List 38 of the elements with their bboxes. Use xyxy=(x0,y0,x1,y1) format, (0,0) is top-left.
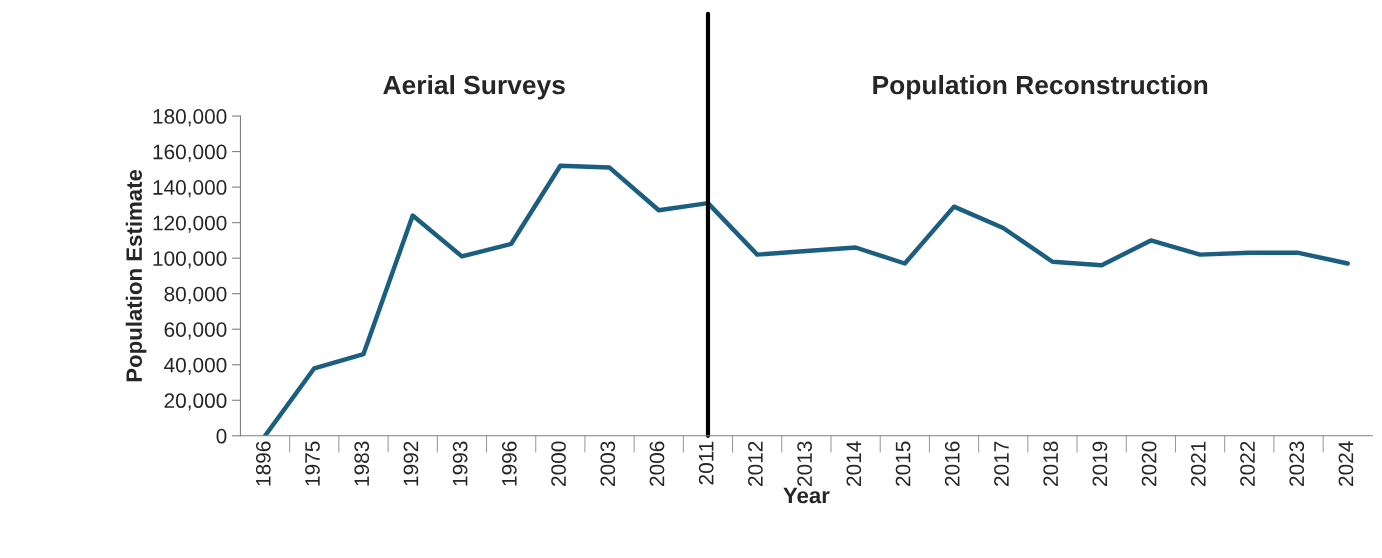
x-tick-label: 2015 xyxy=(895,441,911,486)
x-tick-label: 2023 xyxy=(1289,441,1305,486)
x-tick-label: 2013 xyxy=(797,441,812,486)
y-tick-label: 0 xyxy=(216,428,227,444)
x-tick-label: 2000 xyxy=(551,441,566,486)
y-tick-label: 160,000 xyxy=(153,144,227,162)
x-tick-label: 2012 xyxy=(748,441,763,486)
y-tick-label: 40,000 xyxy=(164,357,227,375)
x-tick-label: 1996 xyxy=(501,441,517,486)
line-series xyxy=(262,163,1350,436)
x-axis-title: Year xyxy=(783,487,830,504)
x-tick-label: 2003 xyxy=(600,441,616,486)
x-tick-label: 1992 xyxy=(403,441,419,486)
y-tick-label: 120,000 xyxy=(153,215,227,233)
y-tick-label: 80,000 xyxy=(164,286,227,304)
x-tick-label: 2017 xyxy=(994,441,1009,486)
x-tick-label: 2024 xyxy=(1338,441,1354,486)
text: Aerial Surveys xyxy=(383,74,565,100)
x-tick-label: 2016 xyxy=(944,441,960,486)
x-tick-label: 2021 xyxy=(1190,441,1206,486)
text: Population Reconstruction xyxy=(873,74,1208,100)
y-tick-label: 140,000 xyxy=(153,180,227,198)
y-axis-title: Population Estimate xyxy=(125,169,147,382)
x-tick-label: 1983 xyxy=(354,441,370,486)
x-tick-label: 2022 xyxy=(1240,441,1255,486)
y-tick-label: 60,000 xyxy=(164,322,227,340)
x-tick-label: 1896 xyxy=(255,441,271,486)
x-tick-label: 1993 xyxy=(452,441,468,486)
x-tick-label: 2006 xyxy=(649,441,665,486)
x-tick-label: 2011 xyxy=(698,441,714,485)
x-tick-label: 2014 xyxy=(846,441,862,486)
y-tick-label: 20,000 xyxy=(164,393,227,411)
x-tick-label: 2020 xyxy=(1141,441,1157,486)
x-tick-label: 2018 xyxy=(1043,441,1059,486)
x-tick-label: 1975 xyxy=(305,441,320,486)
y-tick-label: 180,000 xyxy=(153,109,227,127)
x-tick-label: 2019 xyxy=(1092,441,1108,486)
y-tick-label: 100,000 xyxy=(153,251,227,269)
